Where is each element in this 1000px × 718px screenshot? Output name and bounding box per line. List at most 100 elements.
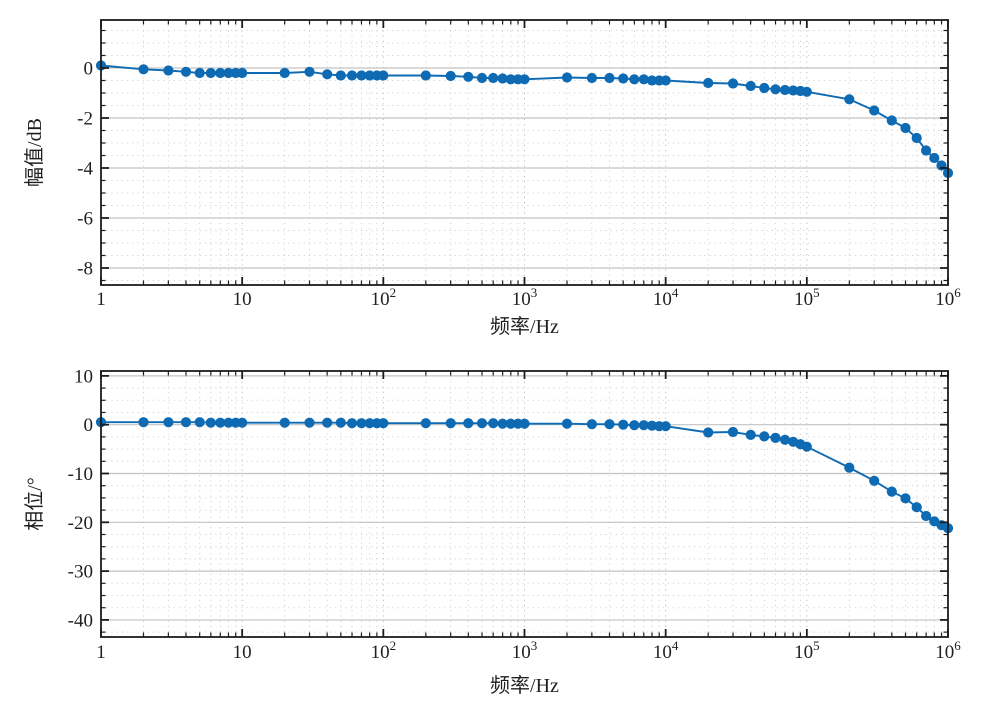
data-point	[844, 462, 855, 473]
data-point	[911, 132, 922, 144]
data-point	[335, 70, 346, 81]
data-point	[886, 115, 897, 126]
data-point	[476, 418, 488, 429]
y-tick-label: -20	[68, 513, 93, 534]
x-tick-label: 105	[794, 638, 820, 663]
data-point	[900, 493, 911, 504]
data-point	[488, 72, 499, 84]
data-point	[194, 417, 205, 428]
data-point	[703, 77, 714, 89]
magnitude-plot: 1 10 102 103 104 105 106 0 -2 -4 -6 -8 频率/Hz 幅值/dB	[23, 19, 961, 338]
x-tick-label: 106	[935, 285, 961, 310]
magnitude-axes	[100, 19, 949, 286]
y-tick-label: 0	[84, 59, 94, 80]
data-point	[660, 75, 671, 86]
data-point	[304, 417, 315, 428]
data-point	[476, 72, 488, 84]
data-point	[745, 80, 756, 92]
phase-series	[95, 417, 954, 534]
data-point	[638, 74, 649, 85]
data-point	[911, 502, 922, 513]
data-point	[237, 67, 248, 79]
data-point	[364, 70, 375, 81]
data-point	[378, 418, 389, 429]
x-tick-label: 1	[96, 289, 106, 310]
data-point	[703, 427, 714, 438]
data-point	[335, 417, 346, 428]
data-point	[420, 70, 431, 81]
magnitude-yaxis-label: 幅值/dB	[23, 118, 46, 187]
data-point	[638, 420, 649, 431]
data-point	[759, 82, 770, 94]
magnitude-grid	[101, 20, 948, 285]
data-point	[138, 417, 149, 428]
data-point	[519, 418, 530, 429]
phase-plot: 1 10 102 103 104 105 106 10 0 -10 -20 -30 -40 频率/Hz 相位…	[23, 366, 961, 697]
phase-tick-labels: 1 10 102 103 104 105 106 10 0 -10 -20 -30 -40	[68, 366, 962, 663]
data-point	[770, 84, 781, 95]
magnitude-tick-labels: 1 10 102 103 104 105 106 0 -2 -4 -6 -8	[77, 59, 961, 311]
data-point	[869, 475, 880, 486]
x-tick-label: 102	[371, 638, 397, 663]
data-point	[346, 70, 358, 81]
y-tick-label: -30	[68, 562, 93, 583]
data-point	[205, 67, 216, 79]
phase-xaxis-label: 频率/Hz	[490, 674, 559, 697]
data-point	[727, 426, 739, 438]
data-point	[604, 419, 615, 430]
magnitude-xaxis-label: 频率/Hz	[490, 315, 559, 338]
x-tick-label: 10	[233, 642, 252, 663]
data-point	[869, 105, 880, 116]
data-point	[844, 94, 855, 105]
data-point	[322, 69, 333, 80]
data-point	[779, 84, 791, 96]
x-tick-label: 102	[371, 285, 397, 310]
x-tick-label: 104	[653, 285, 679, 310]
data-point	[463, 418, 474, 429]
y-tick-label: -6	[77, 209, 93, 230]
x-tick-label: 10	[233, 289, 252, 310]
data-point	[921, 145, 932, 156]
phase-yaxis-label: 相位/°	[23, 477, 46, 531]
y-tick-label: 0	[84, 415, 94, 436]
y-tick-label: -4	[77, 159, 93, 180]
data-point	[194, 67, 205, 79]
data-point	[356, 70, 367, 81]
plot-border	[100, 370, 949, 638]
magnitude-series	[95, 60, 954, 179]
phase-grid	[101, 371, 948, 637]
y-tick-label: -8	[77, 259, 93, 280]
data-point	[759, 431, 770, 442]
data-point	[180, 66, 192, 77]
data-point	[463, 71, 474, 82]
x-tick-label: 1	[96, 642, 106, 663]
data-point	[618, 73, 629, 84]
data-point	[779, 434, 791, 445]
data-point	[138, 64, 149, 75]
data-point	[629, 74, 640, 85]
data-point	[163, 65, 174, 76]
data-point	[205, 417, 216, 428]
data-point	[497, 73, 508, 84]
data-point	[727, 78, 739, 89]
data-point	[279, 67, 290, 79]
plot-border	[100, 19, 949, 286]
data-point	[445, 70, 456, 82]
data-point	[604, 72, 615, 84]
data-point	[618, 419, 629, 430]
data-point	[364, 418, 375, 429]
y-tick-label: 10	[74, 366, 93, 387]
data-point	[237, 417, 248, 428]
data-point	[561, 72, 573, 83]
x-tick-label: 104	[653, 638, 679, 663]
data-point	[646, 75, 658, 86]
data-point	[770, 432, 781, 443]
data-point	[561, 418, 573, 429]
data-point	[322, 417, 333, 428]
data-point	[163, 417, 174, 428]
data-point	[921, 510, 932, 522]
data-point	[304, 66, 315, 77]
data-point	[279, 417, 290, 428]
